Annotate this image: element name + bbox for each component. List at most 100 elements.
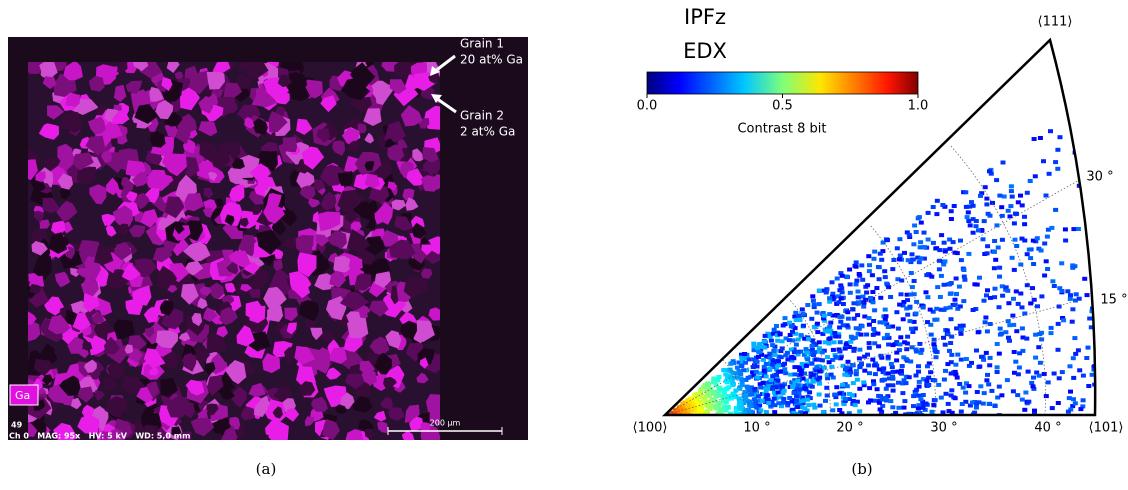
point (771, 383, 776, 388)
point (871, 382, 877, 387)
point (722, 388, 727, 393)
point (896, 405, 902, 410)
arrow (433, 54, 456, 74)
point (806, 336, 811, 341)
point (1013, 359, 1019, 364)
point (1076, 296, 1082, 301)
grain (67, 336, 84, 354)
point (840, 323, 846, 328)
point (877, 251, 883, 256)
point (979, 354, 984, 359)
point (776, 401, 782, 406)
point (869, 273, 875, 278)
grain (77, 386, 94, 403)
point (974, 348, 979, 353)
point (751, 348, 757, 353)
point (908, 359, 914, 364)
grain (298, 300, 319, 322)
point (921, 245, 927, 249)
point (769, 357, 775, 362)
point (1048, 331, 1054, 336)
point (871, 327, 877, 331)
point (739, 380, 745, 385)
point (1048, 325, 1054, 330)
grain (374, 271, 392, 288)
point (938, 307, 944, 312)
grain (164, 124, 178, 138)
grain (39, 62, 58, 78)
point (690, 402, 696, 407)
grain (117, 223, 131, 236)
grain (134, 103, 158, 124)
point (1013, 289, 1019, 294)
grain (409, 416, 424, 432)
point (894, 246, 900, 251)
grain (351, 396, 373, 413)
point (720, 394, 726, 399)
point (769, 399, 775, 404)
point (920, 399, 926, 404)
grain (79, 348, 89, 359)
subtitle: EDX (683, 39, 727, 63)
grain (47, 105, 65, 120)
point (876, 400, 882, 405)
point (848, 334, 854, 339)
point (851, 316, 857, 321)
grain (150, 131, 166, 148)
point (723, 378, 729, 383)
point (984, 251, 990, 256)
point (756, 350, 762, 355)
grain (374, 352, 392, 375)
point (1087, 130, 1093, 135)
point (981, 298, 987, 303)
point (933, 355, 939, 360)
grain (113, 319, 135, 340)
grain (284, 307, 298, 322)
point (743, 407, 749, 412)
point (1010, 389, 1016, 394)
point (783, 353, 789, 358)
point (799, 362, 805, 366)
point (852, 403, 858, 408)
point (993, 257, 999, 262)
point (809, 347, 815, 352)
footer-number: 49 (11, 421, 23, 430)
point (897, 237, 903, 242)
point (773, 385, 779, 390)
point (737, 400, 743, 404)
point (690, 406, 695, 411)
point (992, 239, 998, 243)
grain (248, 382, 266, 398)
point (1003, 285, 1009, 290)
point (880, 370, 886, 375)
point (744, 368, 750, 373)
point (828, 320, 834, 325)
point (811, 402, 817, 407)
point (751, 344, 757, 349)
grain (365, 220, 376, 231)
point (1050, 279, 1056, 284)
point (1089, 372, 1095, 377)
grain (337, 189, 362, 215)
grain (38, 219, 50, 229)
point (941, 240, 947, 245)
point (767, 351, 773, 356)
point (992, 404, 998, 408)
grain (309, 353, 330, 374)
point (1020, 335, 1026, 340)
point (888, 399, 894, 404)
grain (48, 314, 71, 335)
point (954, 375, 960, 380)
point (945, 401, 951, 406)
point (866, 254, 872, 259)
point (705, 391, 711, 396)
point (752, 387, 758, 392)
grain (184, 220, 204, 242)
point (1065, 409, 1071, 414)
grain (301, 146, 325, 170)
point (794, 394, 800, 399)
point (898, 292, 904, 297)
point (1018, 193, 1023, 198)
point (931, 402, 937, 407)
point (1070, 263, 1076, 268)
